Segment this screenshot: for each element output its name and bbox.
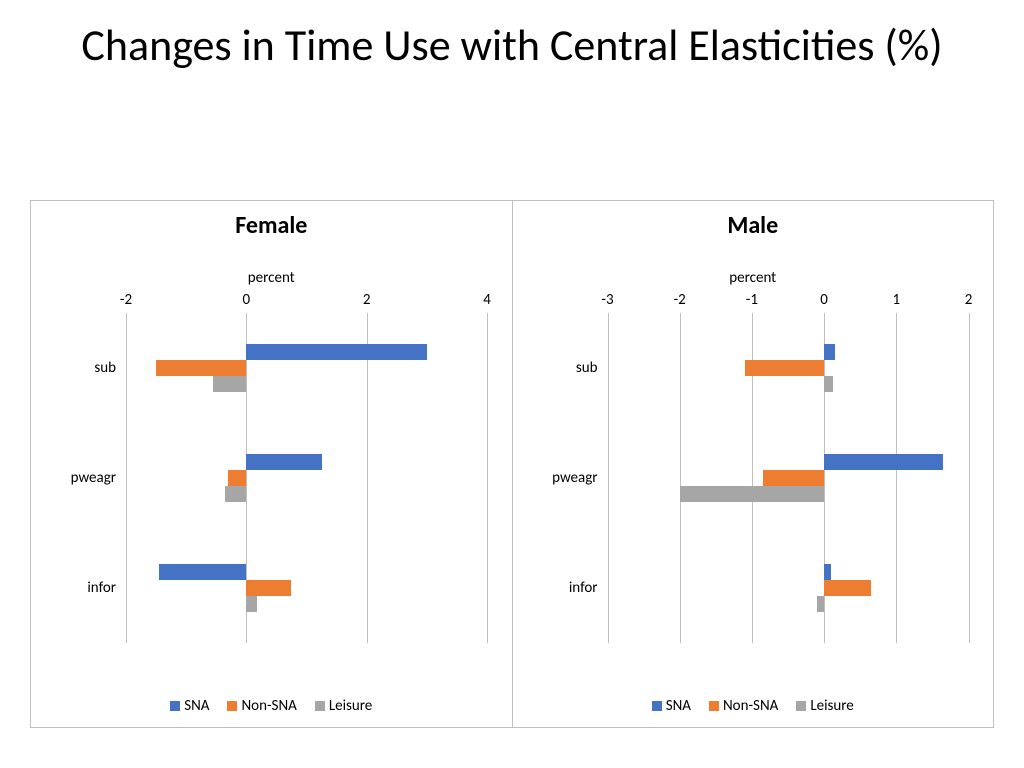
category-label: infor (518, 579, 598, 597)
panel-title: Male (513, 211, 994, 240)
chart-panel-female: Femalepercent-2024subpweagrinforSNANon-S… (31, 201, 512, 727)
grid-line (367, 313, 368, 643)
panel-title: Female (31, 211, 512, 240)
legend-label: SNA (666, 697, 691, 715)
legend-label: SNA (184, 697, 209, 715)
tick-label: 4 (483, 291, 491, 309)
bar-sna (246, 454, 321, 470)
bar-leisure (680, 486, 824, 502)
legend-label: Non-SNA (241, 697, 296, 715)
tick-label: -2 (120, 291, 132, 309)
bar-sna (159, 564, 246, 580)
legend-label: Non-SNA (723, 697, 778, 715)
grid-line (608, 313, 609, 643)
tick-label: 0 (243, 291, 251, 309)
legend-item: Non-SNA (227, 697, 296, 715)
legend-item: Leisure (796, 697, 853, 715)
legend-item: SNA (170, 697, 209, 715)
legend-item: SNA (652, 697, 691, 715)
axis-title: percent (31, 269, 512, 287)
legend-label: Leisure (810, 697, 853, 715)
legend-swatch (170, 701, 180, 711)
legend-item: Non-SNA (709, 697, 778, 715)
legend: SNA Non-SNA Leisure (513, 697, 994, 715)
bar-leisure (817, 596, 824, 612)
legend-swatch (796, 701, 806, 711)
legend-swatch (709, 701, 719, 711)
grid-line (896, 313, 897, 643)
legend-swatch (652, 701, 662, 711)
category-label: infor (36, 579, 116, 597)
bar-leisure (225, 486, 246, 502)
plot-area: -3-2-1012subpweagrinfor (608, 313, 969, 643)
category-label: sub (518, 359, 598, 377)
charts-container: Femalepercent-2024subpweagrinforSNANon-S… (30, 200, 994, 728)
axis-title: percent (513, 269, 994, 287)
page-title: Changes in Time Use with Central Elastic… (0, 20, 1024, 71)
bar-non-sna (824, 580, 871, 596)
bar-leisure (824, 376, 833, 392)
bar-non-sna (763, 470, 824, 486)
bar-non-sna (745, 360, 824, 376)
bar-leisure (246, 596, 257, 612)
tick-label: 0 (820, 291, 828, 309)
grid-line (126, 313, 127, 643)
bar-sna (824, 344, 835, 360)
grid-line (680, 313, 681, 643)
tick-label: -2 (674, 291, 686, 309)
tick-label: -1 (746, 291, 758, 309)
bar-sna (824, 454, 943, 470)
bar-non-sna (156, 360, 246, 376)
legend: SNA Non-SNA Leisure (31, 697, 512, 715)
chart-panel-male: Malepercent-3-2-1012subpweagrinforSNANon… (512, 201, 994, 727)
plot-area: -2024subpweagrinfor (126, 313, 487, 643)
bar-leisure (213, 376, 246, 392)
bar-non-sna (246, 580, 291, 596)
grid-line (487, 313, 488, 643)
grid-line (969, 313, 970, 643)
tick-label: 1 (892, 291, 900, 309)
legend-swatch (315, 701, 325, 711)
bar-sna (824, 564, 831, 580)
category-label: pweagr (518, 469, 598, 487)
legend-swatch (227, 701, 237, 711)
tick-label: 2 (363, 291, 371, 309)
category-label: sub (36, 359, 116, 377)
bar-non-sna (228, 470, 246, 486)
tick-label: 2 (965, 291, 973, 309)
tick-label: -3 (601, 291, 613, 309)
legend-item: Leisure (315, 697, 372, 715)
legend-label: Leisure (329, 697, 372, 715)
category-label: pweagr (36, 469, 116, 487)
bar-sna (246, 344, 427, 360)
